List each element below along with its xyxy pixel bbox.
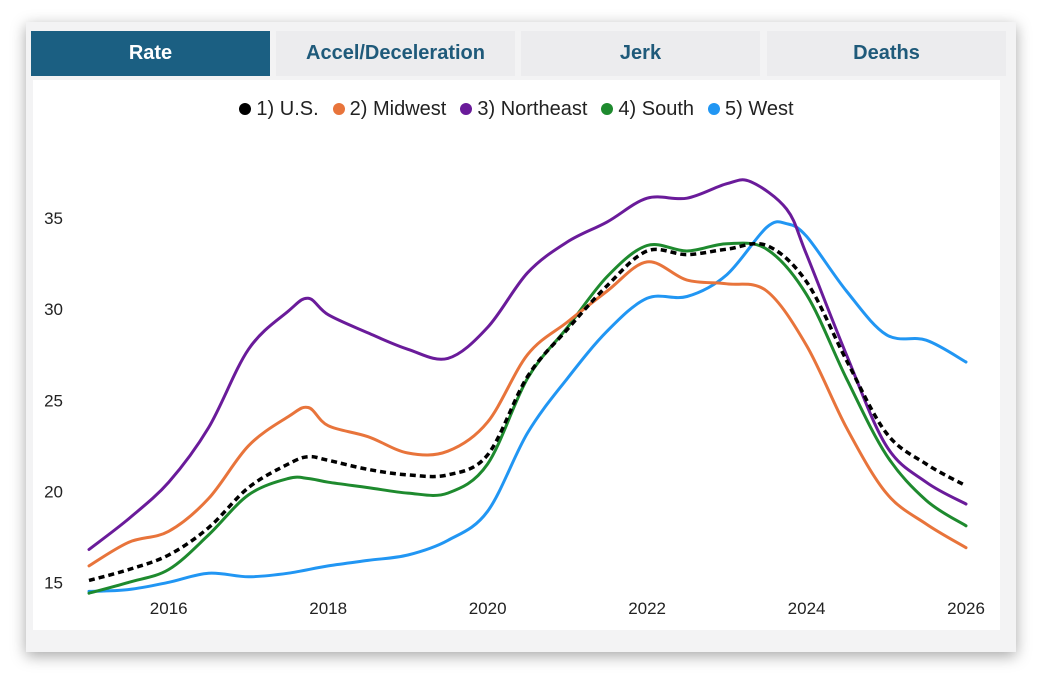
series-us-line: [88, 241, 967, 583]
legend-item-us[interactable]: 1) U.S.: [239, 97, 319, 121]
legend-label-west: 5) West: [725, 97, 794, 120]
series-south-line: [87, 241, 968, 595]
chart-card: Rate Accel/Deceleration Jerk Deaths 1) U…: [26, 22, 1016, 652]
x-tick-label: 2016: [150, 599, 188, 618]
x-tick-label: 2022: [628, 599, 666, 618]
y-tick-label: 25: [44, 391, 63, 410]
legend-label-south: 4) South: [618, 97, 695, 120]
y-tick-label: 35: [44, 209, 63, 228]
x-tick-label: 2024: [788, 599, 826, 618]
tab-jerk[interactable]: Jerk: [521, 31, 760, 76]
x-tick-label: 2026: [947, 599, 985, 618]
series-midwest-line: [87, 260, 968, 568]
tab-rate[interactable]: Rate: [31, 31, 270, 76]
chart-panel: 1) U.S. 2) Midwest 3) Northeast 4) South…: [33, 80, 1000, 630]
series-northeast-line: [87, 178, 968, 551]
legend-label-northeast: 3) Northeast: [477, 97, 588, 120]
legend-dot-icon: [239, 103, 252, 115]
legend-label-midwest: 2) Midwest: [349, 97, 447, 120]
chart-legend: 1) U.S. 2) Midwest 3) Northeast 4) South…: [33, 94, 1000, 124]
legend-item-west[interactable]: 5) West: [708, 98, 794, 121]
legend-label-us: 1) U.S.: [256, 97, 319, 120]
y-tick-label: 15: [44, 573, 63, 592]
line-chart: 15 20 25 30 35 2016 2018 2020 2022 2024 2026: [44, 178, 985, 618]
tab-bar: Rate Accel/Deceleration Jerk Deaths: [31, 31, 1006, 76]
legend-item-south[interactable]: 4) South: [601, 98, 694, 121]
legend-dot-icon: [332, 103, 345, 115]
legend-item-northeast[interactable]: 3) Northeast: [460, 98, 587, 121]
series-west-line: [87, 220, 968, 593]
x-tick-label: 2020: [469, 599, 507, 618]
tab-accel-deceleration[interactable]: Accel/Deceleration: [276, 31, 515, 76]
legend-dot-icon: [601, 103, 614, 115]
y-tick-label: 30: [44, 300, 63, 319]
legend-item-midwest[interactable]: 2) Midwest: [332, 97, 447, 121]
y-tick-label: 20: [44, 482, 63, 501]
tab-deaths[interactable]: Deaths: [767, 31, 1006, 76]
x-tick-label: 2018: [309, 599, 347, 618]
legend-dot-icon: [708, 103, 721, 115]
legend-dot-icon: [460, 103, 473, 115]
